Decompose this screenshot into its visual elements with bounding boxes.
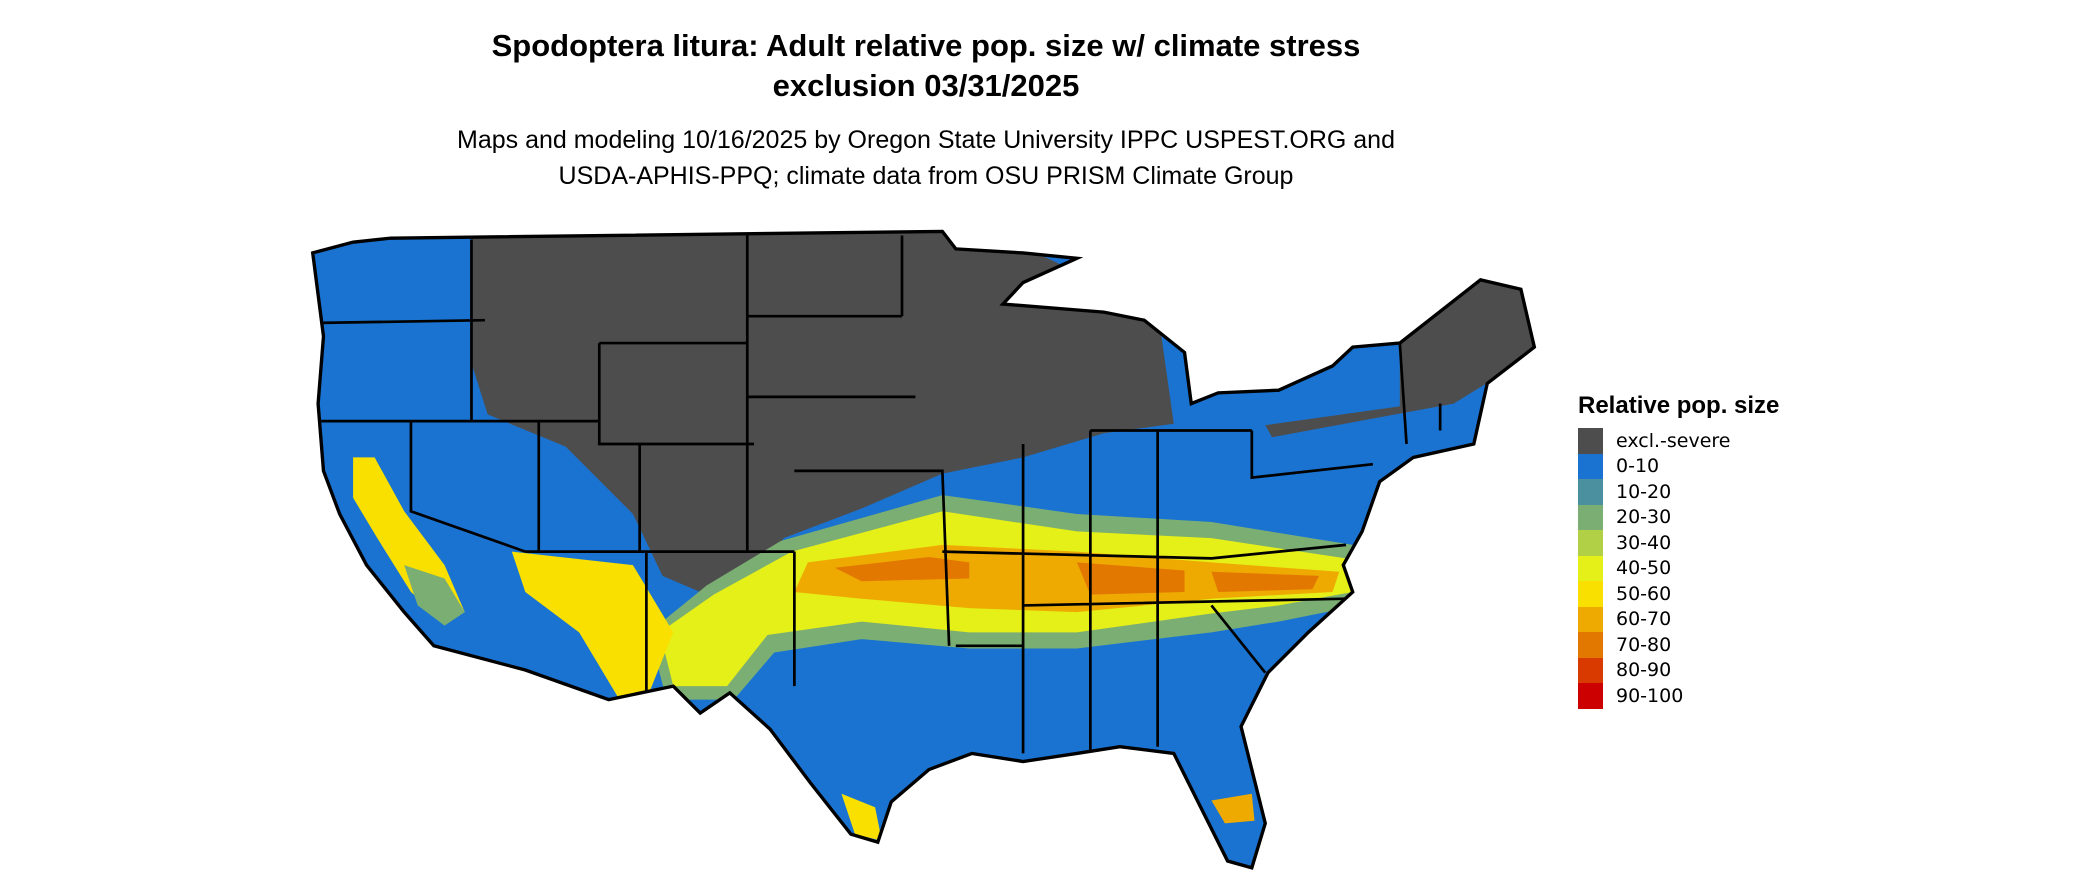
state-borders	[320, 235, 1442, 754]
legend-item: 10-20	[1578, 479, 1779, 505]
legend-item: 30-40	[1578, 530, 1779, 556]
legend-item: 90-100	[1578, 683, 1779, 709]
legend-label: 0-10	[1616, 455, 1660, 478]
legend-label: 20-30	[1616, 506, 1672, 529]
legend-swatch	[1578, 479, 1603, 505]
legend-label: 60-70	[1616, 608, 1672, 631]
zone-southwest-yellow	[511, 551, 674, 700]
legend-swatch	[1578, 632, 1603, 658]
subtitle-line-1: Maps and modeling 10/16/2025 by Oregon S…	[457, 126, 1395, 154]
legend-swatch	[1578, 428, 1603, 454]
legend-swatch	[1578, 504, 1603, 530]
legend-label: 70-80	[1616, 633, 1672, 656]
legend-item: excl.-severe	[1578, 428, 1779, 454]
zone-california-green	[404, 565, 465, 626]
legend-label: excl.-severe	[1616, 429, 1731, 452]
legend-swatch	[1578, 581, 1603, 607]
legend-item: 70-80	[1578, 632, 1779, 658]
zone-excluded-northeast	[1265, 275, 1535, 438]
legend-label: 10-20	[1616, 480, 1672, 503]
zone-florida-yellow	[1211, 793, 1255, 824]
map-subtitle: Maps and modeling 10/16/2025 by Oregon S…	[0, 122, 1852, 194]
legend-item: 60-70	[1578, 606, 1779, 632]
legend-item: 40-50	[1578, 555, 1779, 581]
legend-title: Relative pop. size	[1578, 392, 1780, 419]
legend-swatch	[1578, 530, 1603, 556]
legend-swatch	[1578, 683, 1603, 709]
title-line-1: Spodoptera litura: Adult relative pop. s…	[491, 28, 1361, 63]
zone-texas-yellow	[841, 793, 882, 841]
legend: Relative pop. size excl.-severe 0-10 10-20…	[1578, 392, 1779, 709]
legend-label: 80-90	[1616, 659, 1672, 682]
legend-label: 50-60	[1616, 582, 1672, 605]
legend-label: 40-50	[1616, 557, 1672, 580]
title-line-2: exclusion 03/31/2025	[772, 68, 1080, 103]
legend-item: 80-90	[1578, 657, 1779, 683]
legend-label: 30-40	[1616, 531, 1672, 554]
legend-label: 90-100	[1616, 684, 1684, 707]
legend-swatch	[1578, 555, 1603, 581]
legend-swatch	[1578, 453, 1603, 479]
subtitle-line-2: USDA-APHIS-PPQ; climate data from OSU PR…	[558, 162, 1294, 190]
legend-swatch	[1578, 606, 1603, 632]
zone-excluded-north	[471, 231, 1174, 592]
legend-item: 50-60	[1578, 581, 1779, 607]
map-title: Spodoptera litura: Adult relative pop. s…	[0, 26, 1852, 106]
legend-swatch	[1578, 657, 1603, 683]
legend-item: 0-10	[1578, 453, 1779, 479]
legend-item: 20-30	[1578, 504, 1779, 530]
zone-70-80	[834, 556, 1320, 595]
legend-items: excl.-severe 0-10 10-20 20-30 30-40 40-50 50-6…	[1578, 428, 1779, 709]
us-outline	[310, 229, 1537, 870]
